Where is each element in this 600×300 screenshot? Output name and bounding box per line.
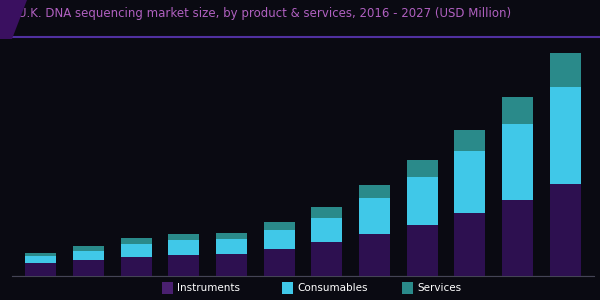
Bar bbox=[407, 224, 438, 276]
Bar bbox=[168, 255, 199, 276]
Bar bbox=[216, 239, 247, 254]
Bar bbox=[168, 234, 199, 240]
Bar bbox=[162, 282, 173, 294]
Bar bbox=[263, 249, 295, 276]
Bar bbox=[25, 263, 56, 276]
Bar bbox=[73, 260, 104, 276]
Bar bbox=[502, 97, 533, 124]
Bar bbox=[359, 185, 390, 198]
Bar bbox=[263, 222, 295, 230]
Text: U.K. DNA sequencing market size, by product & services, 2016 - 2027 (USD Million: U.K. DNA sequencing market size, by prod… bbox=[18, 7, 511, 20]
Bar bbox=[25, 253, 56, 256]
Bar bbox=[407, 160, 438, 176]
Polygon shape bbox=[0, 0, 27, 39]
Bar bbox=[25, 256, 56, 263]
Bar bbox=[311, 242, 343, 276]
Bar bbox=[73, 246, 104, 251]
Bar bbox=[73, 251, 104, 260]
Bar bbox=[502, 124, 533, 200]
Bar bbox=[311, 218, 343, 242]
Bar bbox=[402, 282, 413, 294]
Bar bbox=[121, 244, 152, 257]
Bar bbox=[407, 176, 438, 224]
Bar bbox=[454, 130, 485, 152]
Bar bbox=[502, 200, 533, 276]
Bar bbox=[263, 230, 295, 249]
Bar bbox=[359, 198, 390, 234]
Bar bbox=[168, 240, 199, 255]
Bar bbox=[311, 207, 343, 217]
Text: Services: Services bbox=[417, 283, 461, 293]
Text: Consumables: Consumables bbox=[297, 283, 367, 293]
Bar bbox=[550, 184, 581, 276]
Bar bbox=[454, 213, 485, 276]
Bar bbox=[550, 53, 581, 87]
Bar bbox=[550, 87, 581, 184]
Bar bbox=[216, 233, 247, 239]
Bar bbox=[359, 234, 390, 276]
Bar bbox=[121, 257, 152, 276]
Bar bbox=[216, 254, 247, 276]
Bar bbox=[282, 282, 293, 294]
Text: Instruments: Instruments bbox=[177, 283, 240, 293]
Bar bbox=[121, 238, 152, 244]
Bar bbox=[454, 152, 485, 213]
